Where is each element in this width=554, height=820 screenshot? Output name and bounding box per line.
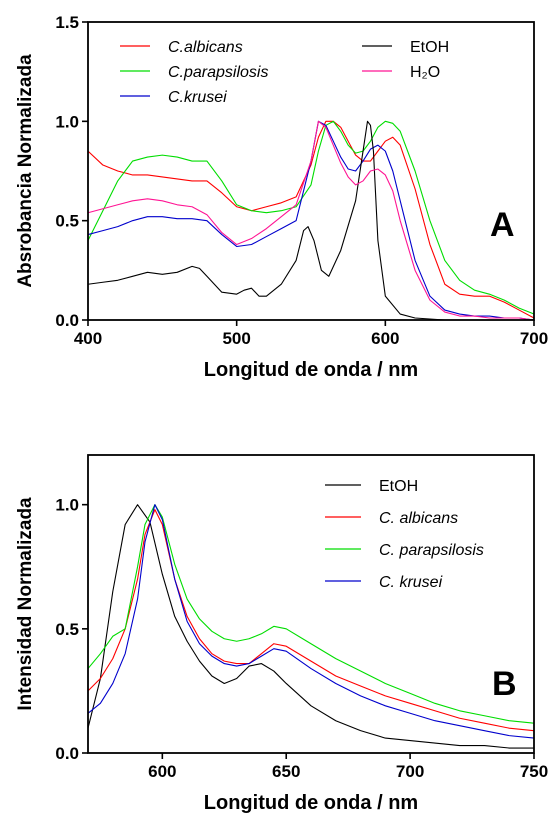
y-tick-label: 1.5 — [55, 13, 79, 32]
panel-letter: B — [492, 665, 517, 703]
x-axis-title: Longitud de onda / nm — [204, 792, 418, 814]
legend-label: C.parapsilosis — [168, 64, 268, 81]
plot-frame — [87, 454, 535, 754]
legend: C.albicans C.parapsilosis C.krusei EtOH H₂O — [120, 39, 449, 106]
series-line-etoh — [87, 120, 534, 321]
x-tick-label: 700 — [520, 329, 548, 348]
series-line-c-krusei — [87, 120, 535, 321]
series-line-etoh — [87, 504, 534, 749]
legend-label: C. krusei — [379, 574, 443, 591]
x-tick-label: 750 — [520, 762, 548, 781]
legend-label: H₂O — [410, 64, 440, 81]
legend-label: EtOH — [379, 478, 418, 495]
series-line-h-o — [87, 120, 535, 321]
x-axis-title: Longitud de onda / nm — [204, 359, 418, 381]
y-tick-label: 1.0 — [55, 112, 79, 131]
legend-label: EtOH — [410, 39, 449, 56]
x-tick-label: 600 — [371, 329, 399, 348]
x-tick-label: 500 — [222, 329, 250, 348]
legend-label: C. parapsilosis — [379, 542, 484, 559]
plot-frame — [87, 21, 535, 321]
x-tick-label: 700 — [396, 762, 424, 781]
x-tick-label: 600 — [148, 762, 176, 781]
y-tick-label: 0.0 — [55, 744, 79, 763]
series-line-c-krusei — [87, 504, 535, 739]
y-tick-label: 0.5 — [55, 620, 79, 639]
panel-letter: A — [490, 206, 515, 244]
series-line-c-parapsilosis — [87, 120, 535, 315]
x-tick-label: 650 — [272, 762, 300, 781]
y-tick-label: 1.0 — [55, 496, 79, 515]
chart-panel-a: 400 500 600 700 0.0 0.5 1.0 1.5 Longitud de onda… — [15, 13, 548, 381]
legend-label: C.krusei — [168, 89, 227, 106]
y-axis-title: Intensidad Normalizada — [15, 497, 36, 711]
chart-panel-b: 600 650 700 750 0.0 0.5 1.0 Longitud de onda / … — [15, 454, 548, 814]
series-line-c-albicans — [87, 509, 535, 732]
y-tick-label: 0.0 — [55, 311, 79, 330]
x-tick-label: 400 — [74, 329, 102, 348]
legend-label: C.albicans — [168, 39, 243, 56]
legend: EtOH C. albicans C. parapsilosis C. krusei — [325, 478, 484, 591]
legend-label: C. albicans — [379, 510, 458, 527]
y-axis-title: Absrobancia Normalizada — [15, 54, 36, 288]
series-line-c-parapsilosis — [87, 504, 535, 724]
y-tick-label: 0.5 — [55, 212, 79, 231]
series-line-c-albicans — [87, 120, 535, 319]
